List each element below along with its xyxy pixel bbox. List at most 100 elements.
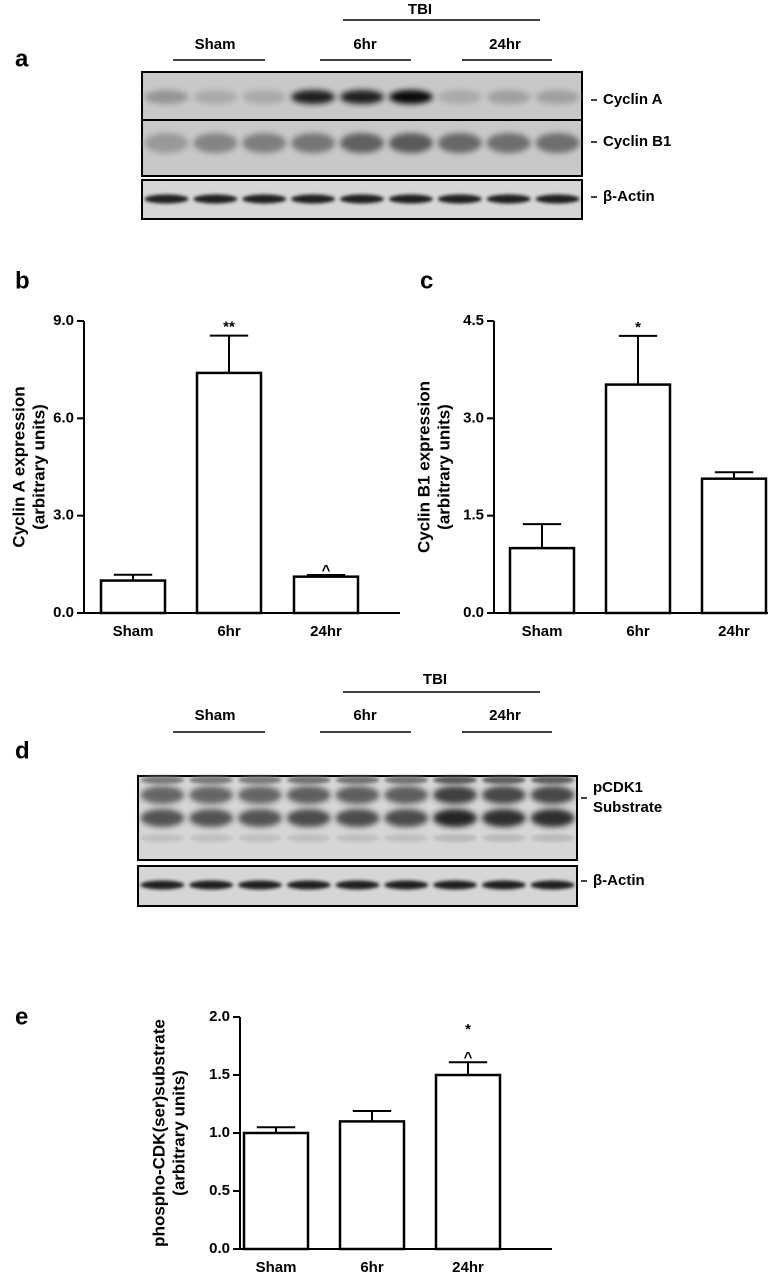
blot-band <box>237 880 282 890</box>
bar <box>195 371 263 615</box>
bar <box>508 546 576 615</box>
y-axis-label: Cyclin A expression <box>9 386 28 547</box>
blot-band <box>189 809 234 827</box>
group-label: 6hr <box>353 36 377 53</box>
band-label: Cyclin A <box>603 91 663 108</box>
blot-band <box>242 90 287 104</box>
blot-band <box>140 776 185 784</box>
y-axis-label: (arbitrary units) <box>29 404 48 530</box>
band-label: Cyclin B1 <box>603 133 671 150</box>
blot-band <box>286 809 331 827</box>
blot-band <box>535 90 580 104</box>
y-tick-label: 9.0 <box>53 312 74 329</box>
significance-mark: ^ <box>322 562 331 579</box>
significance-mark: ** <box>223 319 235 336</box>
blot-band <box>433 809 478 827</box>
significance-mark: ^ <box>464 1049 473 1066</box>
blot-band <box>140 809 185 827</box>
blot-band <box>237 776 282 784</box>
blot-band <box>193 133 238 153</box>
y-tick-label: 0.0 <box>209 1240 230 1257</box>
blot-band <box>481 834 526 842</box>
blot-band <box>388 90 433 104</box>
blot-band <box>340 194 384 204</box>
y-tick-label: 3.0 <box>53 507 74 524</box>
blot-band <box>242 133 287 153</box>
band-label: β-Actin <box>603 188 655 205</box>
blot-background <box>141 71 583 177</box>
blot-band <box>384 834 429 842</box>
x-tick-label: Sham <box>113 623 154 640</box>
blot-band <box>291 133 336 153</box>
blot-band <box>481 786 526 804</box>
blot-band <box>384 776 429 784</box>
group-label: TBI <box>423 671 447 688</box>
blot-band <box>340 133 384 153</box>
blot-band <box>530 809 575 827</box>
y-tick-label: 3.0 <box>463 409 484 426</box>
blot-band <box>433 776 478 784</box>
x-tick-label: Sham <box>256 1259 297 1276</box>
y-tick-label: 4.5 <box>463 312 484 329</box>
group-label: TBI <box>408 1 432 18</box>
y-axis-label: Cyclin B1 expression <box>414 381 433 553</box>
blot-band <box>481 776 526 784</box>
panel-letter: d <box>15 737 30 764</box>
blot-band <box>335 880 380 890</box>
bar <box>292 575 360 615</box>
blot-band <box>384 809 429 827</box>
blot-band <box>189 834 234 842</box>
blot-band <box>286 834 331 842</box>
blot-band <box>433 880 478 890</box>
group-label: 24hr <box>489 707 521 724</box>
x-tick-label: 6hr <box>217 623 241 640</box>
blot-band <box>335 786 380 804</box>
significance-mark: * <box>635 319 641 336</box>
blot-band <box>437 194 482 204</box>
y-tick-label: 0.0 <box>53 604 74 621</box>
blot-band <box>486 90 531 104</box>
bar <box>338 1120 406 1251</box>
blot-band <box>286 880 331 890</box>
blot-band <box>486 194 531 204</box>
blot-band <box>384 880 429 890</box>
blot-band <box>437 133 482 153</box>
y-tick-label: 1.0 <box>209 1124 230 1141</box>
group-label: Sham <box>195 36 236 53</box>
significance-mark: * <box>465 1021 471 1038</box>
blot-band <box>530 880 575 890</box>
blot-band <box>388 133 433 153</box>
blot-band <box>237 786 282 804</box>
blot-band <box>388 194 433 204</box>
band-label: β-Actin <box>593 872 645 889</box>
blot-band <box>433 834 478 842</box>
blot-band <box>535 194 580 204</box>
blot-band <box>335 776 380 784</box>
blot-band <box>286 776 331 784</box>
blot-band <box>530 786 575 804</box>
blot-band <box>291 90 336 104</box>
blot-band <box>189 880 234 890</box>
band-label: pCDK1 <box>593 779 643 796</box>
blot-band <box>286 786 331 804</box>
blot-band <box>193 90 238 104</box>
blot-band <box>189 786 234 804</box>
blot-band <box>144 133 189 153</box>
group-label: 6hr <box>353 707 377 724</box>
blot-band <box>530 834 575 842</box>
bar <box>604 383 672 615</box>
x-tick-label: 24hr <box>452 1259 484 1276</box>
blot-band <box>237 834 282 842</box>
bar <box>700 477 768 615</box>
y-axis-label: phospho-CDK(ser)substrate <box>149 1019 168 1247</box>
x-tick-label: 6hr <box>626 623 650 640</box>
blot-band <box>384 786 429 804</box>
blot-band <box>291 194 336 204</box>
x-tick-label: 24hr <box>310 623 342 640</box>
blot-band <box>433 786 478 804</box>
blot-band <box>535 133 580 153</box>
panel-letter: c <box>420 267 433 294</box>
group-label: Sham <box>195 707 236 724</box>
y-tick-label: 1.5 <box>463 507 484 524</box>
